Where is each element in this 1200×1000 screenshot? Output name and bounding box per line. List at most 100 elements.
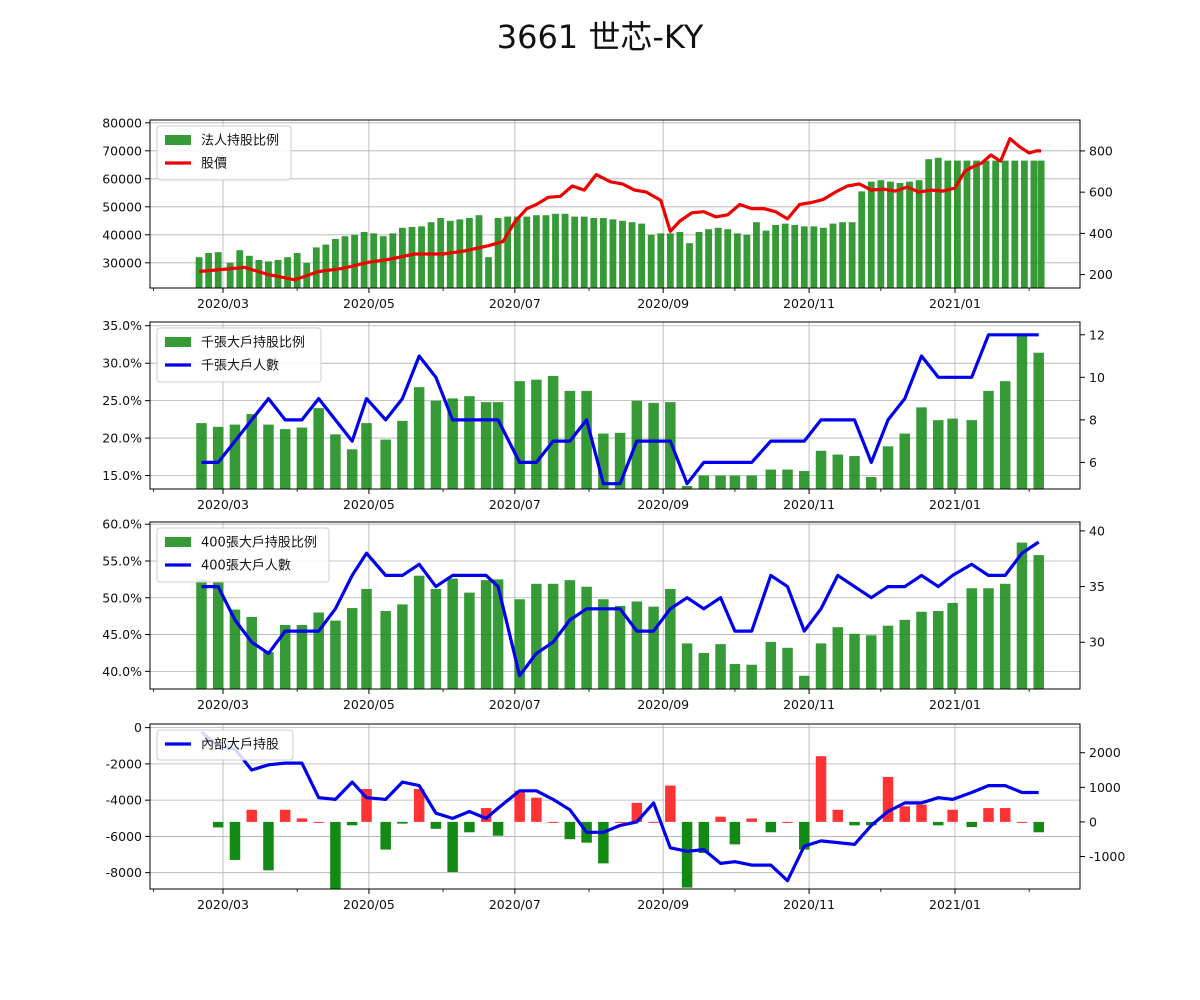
bar [456, 219, 464, 288]
bar [296, 427, 308, 489]
bar [791, 225, 799, 288]
bar [322, 244, 330, 288]
bar [899, 806, 911, 822]
bar [1030, 160, 1038, 288]
bar [746, 664, 757, 689]
x-tick-label: 2020/11 [783, 296, 835, 311]
bar [729, 663, 741, 689]
bar [906, 181, 913, 288]
bar [480, 402, 492, 489]
bar [523, 216, 531, 288]
bar [933, 420, 944, 489]
bar [983, 808, 994, 822]
bar [313, 821, 324, 823]
left-tick-label: -2000 [106, 756, 142, 771]
bar [212, 426, 224, 489]
bar [430, 821, 442, 829]
bar [313, 408, 324, 489]
bar [464, 821, 475, 833]
left-tick-label: 0 [134, 720, 142, 735]
bar [882, 625, 894, 689]
bar [867, 181, 875, 288]
legend-label: 400張大戶人數 [201, 559, 291, 574]
bar [580, 216, 588, 288]
bar [648, 606, 659, 689]
bar [599, 218, 607, 288]
bar [915, 180, 923, 288]
legend-label: 法人持股比例 [201, 134, 279, 149]
bar [628, 222, 636, 288]
bar [992, 160, 1000, 288]
bar [631, 400, 643, 489]
bar [246, 616, 257, 689]
x-tick-label: 2020/05 [343, 697, 395, 712]
bar [245, 255, 253, 288]
bar [380, 439, 391, 489]
bar [255, 260, 263, 288]
bar [212, 581, 224, 689]
bar [866, 635, 877, 689]
bar [561, 213, 569, 288]
bar [547, 583, 559, 689]
bar [246, 809, 257, 822]
bar [427, 222, 435, 288]
bar [772, 225, 779, 288]
bar-series [196, 542, 1044, 689]
bar [598, 599, 609, 689]
bar [681, 643, 693, 689]
bar [418, 226, 425, 288]
right-tick-label: 2000 [1089, 745, 1121, 760]
bar [899, 619, 911, 689]
bar [1033, 352, 1044, 489]
bar [631, 802, 643, 822]
bar [312, 247, 320, 288]
bar [832, 809, 844, 822]
bar [397, 604, 408, 689]
bar [196, 579, 207, 689]
bar [1020, 160, 1028, 288]
x-tick-label: 2020/03 [197, 497, 249, 512]
bar [480, 580, 492, 689]
right-tick-label: 6 [1089, 455, 1097, 470]
bar [532, 215, 540, 288]
bar [746, 818, 757, 822]
bar [839, 222, 846, 288]
bar [330, 434, 341, 489]
bar [665, 785, 676, 822]
x-tick-label: 2020/09 [637, 697, 689, 712]
left-tick-label: 60.0% [102, 517, 142, 532]
bar [492, 579, 504, 689]
bar [810, 226, 818, 288]
x-tick-label: 2021/01 [929, 897, 981, 912]
right-tick-label: 0 [1089, 814, 1097, 829]
x-tick-label: 2021/01 [929, 697, 981, 712]
bar [848, 222, 856, 288]
legend-box [156, 527, 330, 583]
bar [492, 821, 504, 836]
bar [765, 469, 777, 489]
x-tick-label: 2020/07 [489, 296, 541, 311]
bar [609, 219, 617, 288]
left-tick-label: 20.0% [102, 431, 142, 446]
bar [430, 400, 442, 489]
bar [762, 230, 770, 288]
left-tick-label: -6000 [106, 829, 142, 844]
bar [614, 432, 626, 489]
bar [274, 260, 282, 288]
bar [743, 234, 751, 288]
left-tick-label: 70000 [102, 143, 142, 158]
bar [379, 236, 387, 288]
bar [966, 821, 977, 828]
legend-box [156, 327, 322, 383]
bar [293, 253, 301, 288]
bar [389, 233, 397, 288]
x-tick-label: 2020/03 [197, 897, 249, 912]
bar [380, 611, 391, 689]
bar [296, 624, 308, 689]
bar [1016, 334, 1028, 489]
x-tick-label: 2020/11 [783, 897, 835, 912]
bar [341, 236, 349, 288]
left-tick-label: 50.0% [102, 590, 142, 605]
right-tick-label: 600 [1089, 185, 1113, 200]
bar [815, 450, 827, 489]
